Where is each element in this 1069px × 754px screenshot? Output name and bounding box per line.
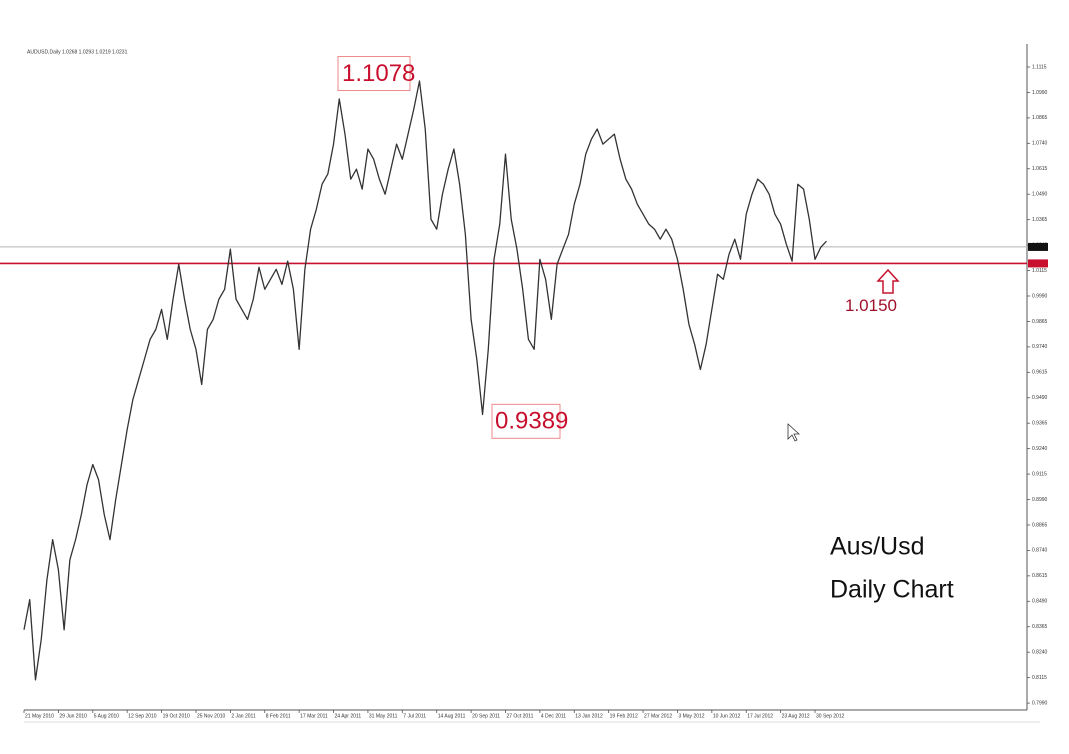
x-tick-label: 17 Mar 2011 [300, 713, 328, 719]
low-box [491, 403, 561, 439]
x-tick-label: 24 Apr 2011 [335, 713, 362, 719]
x-tick-label: 17 Jul 2012 [747, 713, 773, 719]
caption-line: Aus/Usd [830, 533, 924, 561]
y-tick-label: 0.8240 [1032, 650, 1048, 656]
y-tick-label: 0.9240 [1032, 446, 1048, 452]
x-tick-label: 5 Aug 2010 [94, 713, 120, 719]
y-tick-label: 1.0615 [1032, 166, 1048, 172]
caption-line: Daily Chart [830, 576, 954, 604]
y-tick-label: 0.8490 [1032, 599, 1048, 605]
y-tick-label: 0.9615 [1032, 370, 1048, 376]
y-tick-label: 1.0740 [1032, 141, 1048, 147]
y-tick-label: 0.8990 [1032, 497, 1048, 503]
y-tick-label: 1.0990 [1032, 90, 1048, 96]
x-tick-label: 4 Dec 2011 [541, 713, 566, 719]
x-tick-label: 12 Sep 2010 [128, 713, 157, 719]
x-tick-label: 27 Oct 2011 [506, 713, 533, 719]
y-tick-label: 1.0115 [1032, 268, 1047, 274]
mouse-cursor [787, 423, 801, 442]
y-tick-label: 1.0490 [1032, 192, 1048, 198]
y-tick-label: 0.9365 [1032, 421, 1048, 427]
y-tick-label: 0.8365 [1032, 624, 1048, 630]
x-tick-label: 14 Aug 2011 [438, 713, 466, 719]
y-tick-label: 1.0865 [1032, 115, 1048, 121]
x-tick-label: 31 May 2011 [369, 713, 398, 719]
y-tick-label: 0.8865 [1032, 522, 1048, 528]
high-label: 1.1078 [342, 60, 415, 87]
x-tick-label: 20 Sep 2011 [472, 713, 500, 719]
low-label: 0.9389 [495, 408, 568, 435]
level-tag [1028, 259, 1048, 268]
x-tick-label: 30 Sep 2012 [816, 713, 845, 719]
y-tick-label: 1.1115 [1032, 64, 1047, 70]
x-tick-label: 25 Nov 2010 [197, 713, 226, 719]
y-tick-label: 0.7990 [1032, 700, 1048, 706]
x-tick-label: 19 Feb 2012 [610, 713, 638, 719]
y-tick-label: 0.9740 [1032, 344, 1048, 350]
x-tick-label: 7 Jul 2011 [403, 713, 426, 719]
x-tick-label: 23 Aug 2012 [782, 713, 810, 719]
level-arrow [876, 268, 900, 294]
price-line [23, 80, 827, 681]
y-tick-label: 0.9990 [1032, 293, 1048, 299]
y-tick-label: 0.9490 [1032, 395, 1048, 401]
x-tick-label: 19 Oct 2010 [163, 713, 190, 719]
y-tick-label: 0.9865 [1032, 319, 1048, 325]
chart-title: AUDUSD,Daily 1.0268 1.0293 1.0219 1.0231 [27, 49, 128, 55]
x-tick-label: 8 Feb 2011 [266, 713, 291, 719]
level-label: 1.0150 [845, 296, 897, 315]
y-tick-label: 0.8615 [1032, 573, 1048, 579]
x-tick-label: 13 Jan 2012 [575, 713, 603, 719]
x-tick-label: 21 May 2010 [25, 713, 54, 719]
x-tick-label: 29 Jun 2010 [59, 713, 87, 719]
high-box [337, 56, 411, 92]
y-tick-label: 0.8115 [1032, 675, 1047, 681]
x-tick-label: 10 Jun 2012 [713, 713, 741, 719]
current-price-tag [1028, 242, 1048, 251]
y-tick-label: 0.8740 [1032, 548, 1048, 554]
x-tick-label: 2 Jan 2011 [231, 713, 256, 719]
y-tick-label: 1.0365 [1032, 217, 1048, 223]
x-tick-label: 3 May 2012 [678, 713, 704, 719]
y-tick-label: 0.9115 [1032, 471, 1047, 477]
x-tick-label: 27 Mar 2012 [644, 713, 672, 719]
